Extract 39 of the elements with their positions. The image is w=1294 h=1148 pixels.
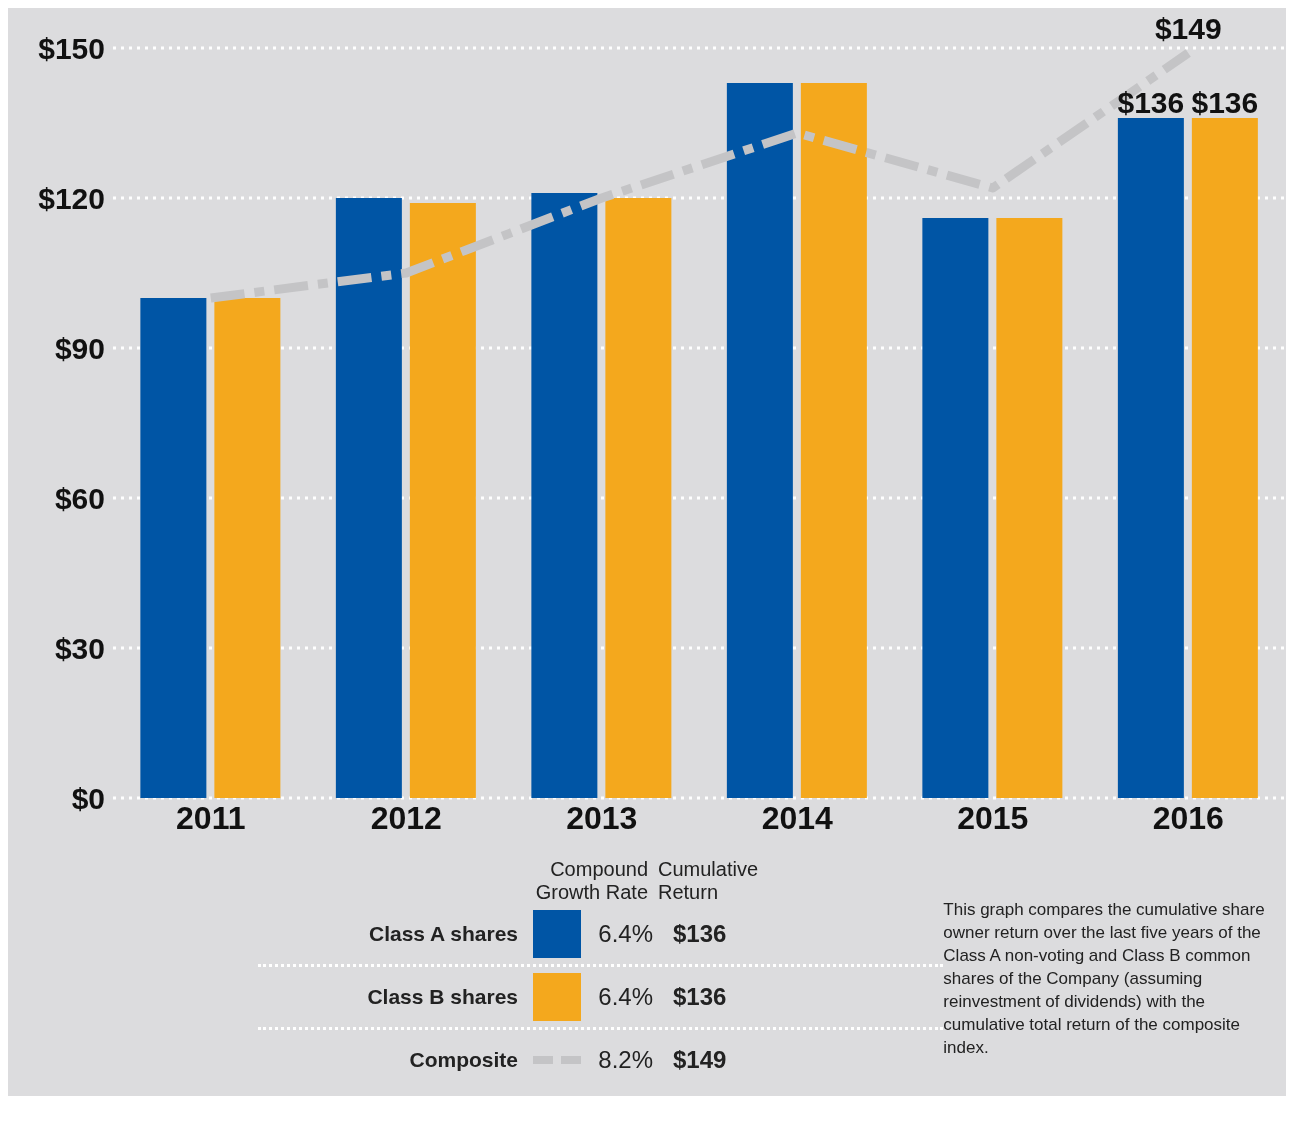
text: 8.2% xyxy=(597,1046,653,1074)
legend-label: Class B shares xyxy=(366,985,519,1009)
bar xyxy=(531,193,598,798)
bar xyxy=(1191,118,1258,798)
data-label: $136 xyxy=(1191,86,1259,119)
x-tick-label: 2011 xyxy=(176,799,246,836)
bar xyxy=(922,218,989,798)
y-tick-label: $90 xyxy=(54,331,105,365)
bar xyxy=(605,198,672,798)
legend-label: Composite xyxy=(408,1048,519,1072)
bar xyxy=(335,198,402,798)
x-tick-label: 2014 xyxy=(761,799,834,836)
x-tick-label: 2012 xyxy=(370,799,442,836)
bar xyxy=(140,298,207,798)
text: $136 xyxy=(672,983,728,1011)
y-tick-label: $60 xyxy=(54,481,105,515)
y-tick-label: $30 xyxy=(54,631,105,665)
bar xyxy=(409,203,476,798)
bar xyxy=(1117,118,1184,798)
text: This graph compares the cumulative share owner return over the last five years of the Class A non-voting and Class B common shares of the Company (assuming reinvestment of dividends) with the cumulative total return of the composite index. xyxy=(943,899,1266,1059)
y-tick-label: $120 xyxy=(38,181,105,215)
bar xyxy=(800,83,867,798)
text: $149 xyxy=(672,1046,728,1074)
text: Cumulative Return xyxy=(658,858,760,904)
bar xyxy=(996,218,1063,798)
text: 6.4% xyxy=(597,920,653,948)
y-tick-label: $150 xyxy=(38,31,105,65)
x-tick-label: 2015 xyxy=(957,799,1029,836)
bar xyxy=(214,298,281,798)
y-tick-label: $0 xyxy=(71,781,105,815)
text: Compound Growth Rate xyxy=(534,858,649,904)
data-label: $149 xyxy=(1154,12,1222,45)
text: 6.4% xyxy=(597,983,653,1011)
legend-label: Class A shares xyxy=(367,922,519,946)
data-label: $136 xyxy=(1117,86,1185,119)
x-tick-label: 2016 xyxy=(1152,799,1224,836)
bar xyxy=(726,83,793,798)
text: $136 xyxy=(672,920,728,948)
x-tick-label: 2013 xyxy=(566,799,638,836)
